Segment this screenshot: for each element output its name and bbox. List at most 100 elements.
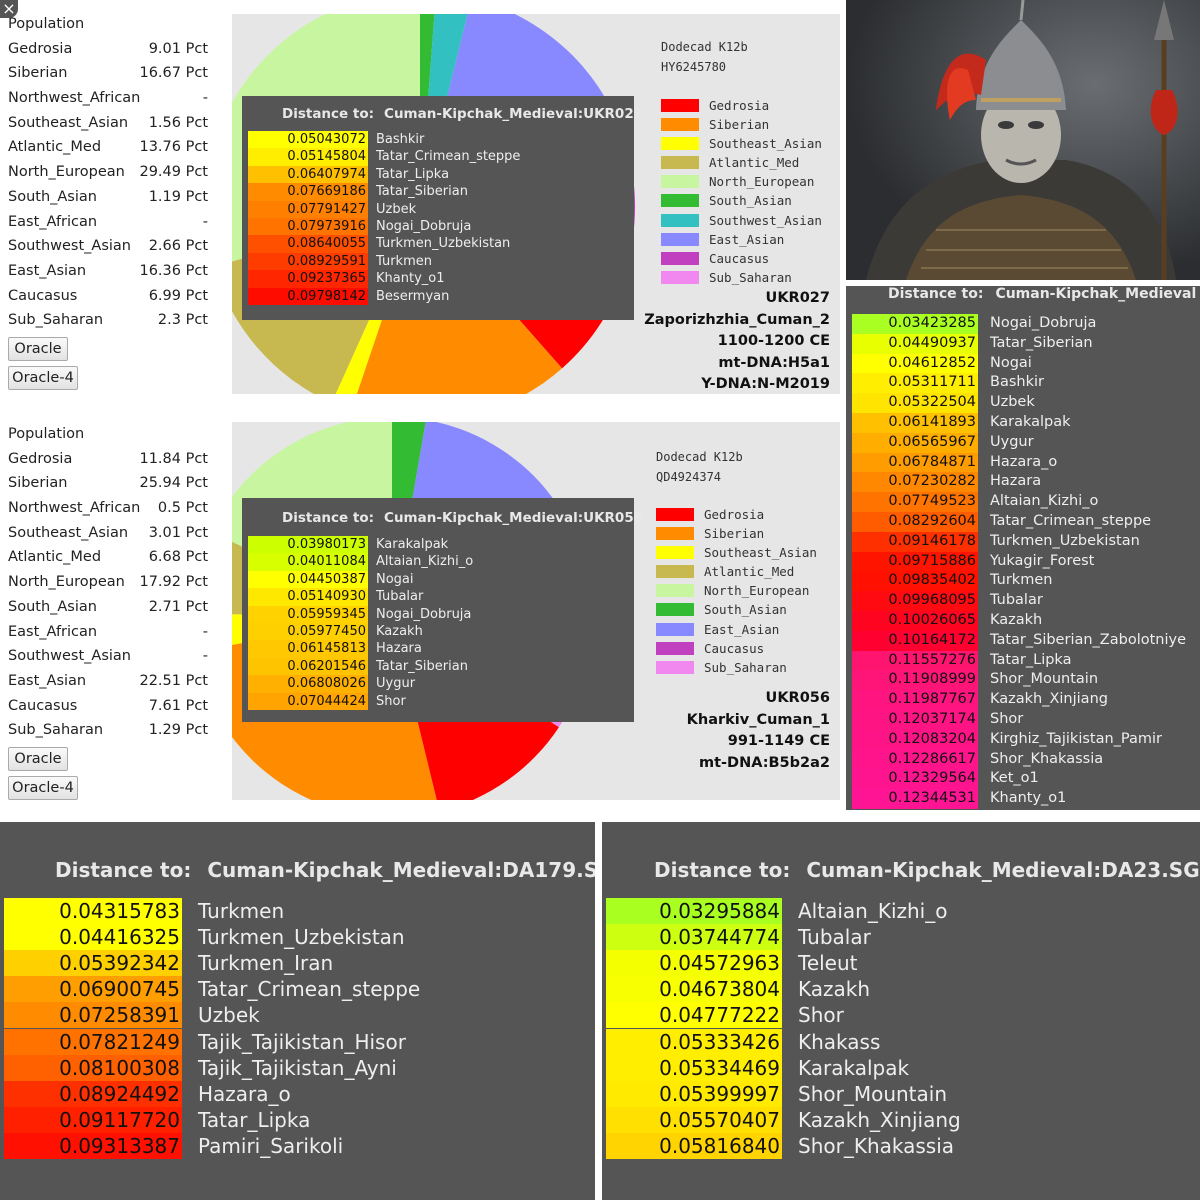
population-value: 1.19 Pct [148,188,208,205]
distance-row: 0.05392342 Turkmen_Iran [4,950,584,977]
sample-info: UKR027 Zaporizhzhia_Cuman_2 1100-1200 CE mt… [644,288,830,396]
distance-row: 0.09968095 Tubalar [852,591,1197,611]
distance-population: Nogai_Dobruja [376,606,472,622]
distance-population: Hazara [376,641,422,657]
distance-value: 0.03423285 [852,314,978,334]
distance-row: 0.07791427 Uzbek [248,200,628,218]
distance-row: 0.10026065 Kazakh [852,611,1197,631]
distance-value: 0.12083204 [852,729,978,750]
population-row: East_African - [8,620,208,645]
distance-header: Distance to: Cuman-Kipchak_Medieval:UKR05… [282,510,643,526]
population-list: Population Gedrosia 11.84 Pct Siberian 25.9… [8,422,208,805]
oracle-button[interactable]: Oracle [8,746,68,771]
sample-info-line: Zaporizhzhia_Cuman_2 [644,311,830,328]
population-row: Atlantic_Med 6.68 Pct [8,545,208,570]
distance-value: 0.05333426 [606,1028,782,1055]
distance-target: Cuman-Kipchak_Medieval [995,286,1197,302]
sample-info-line: 1100-1200 CE [717,333,830,349]
legend-item: East_Asian [656,620,817,639]
distance-row: 0.12344531 Khanty_o1 [852,789,1197,809]
warrior-illustration [846,0,1200,280]
distance-row: 0.08929591 Turkmen [248,252,628,271]
legend-swatch [656,508,694,521]
distance-row: 0.04490937 Tatar_Siberian [852,333,1197,354]
population-name: Siberian [8,65,68,82]
distance-value: 0.04572963 [606,950,782,977]
oracle-4-button[interactable]: Oracle-4 [8,775,78,800]
population-row: East_African - [8,210,208,235]
distance-value: 0.04777222 [606,1002,782,1029]
distance-population: Tatar_Siberian [990,334,1093,351]
population-name: East_African [8,213,98,230]
distance-value: 0.09313387 [4,1132,182,1159]
population-name: North_European [8,574,125,591]
close-icon[interactable]: × [0,0,18,18]
population-title: Population [8,16,85,32]
population-value: 17.92 Pct [139,574,208,591]
population-name: Northwest_African [8,90,141,107]
distance-row: 0.06201546 Tatar_Siberian [248,657,628,676]
legend-swatch [661,175,699,189]
admixture-chart: Dodecad K12b HY6245780 Gedrosia Siberian S… [232,14,840,394]
distance-label: Distance to: [282,510,375,526]
legend-item: Sub_Saharan [656,658,817,677]
distance-value: 0.08640055 [248,235,368,253]
distance-value: 0.04315783 [4,898,182,925]
distance-population: Nogai [990,354,1032,371]
legend-label: Gedrosia [704,507,765,522]
distance-population: Bashkir [376,132,425,147]
population-row: Southeast_Asian 1.56 Pct [8,111,208,136]
distance-row: 0.04315783 Turkmen [4,898,584,925]
distance-population: Tatar_Crimean_steppe [990,513,1152,529]
distance-row: 0.05140930 Tubalar [248,588,628,606]
legend-item: Atlantic_Med [656,562,817,581]
population-row: Siberian 16.67 Pct [8,61,208,86]
distance-table: Distance to: Cuman-Kipchak_Medieval:UKR05… [242,498,643,722]
oracle-4-button[interactable]: Oracle-4 [8,365,78,390]
oracle-button[interactable]: Oracle [8,336,68,361]
legend-label: South_Asian [709,193,792,209]
population-name: Southwest_Asian [8,238,131,255]
distance-row: 0.03295884 Altaian_Kizhi_o [606,898,1186,925]
population-value: 16.36 Pct [139,262,208,279]
distance-population: Altaian_Kizhi_o [798,899,948,923]
population-name: South_Asian [8,188,97,205]
distance-row: 0.12286617 Shor_Khakassia [852,749,1197,770]
legend-label: Siberian [709,117,770,133]
distance-value: 0.09117720 [4,1106,182,1133]
distance-value: 0.07791427 [248,200,368,218]
distance-population: Turkmen_Uzbekistan [376,236,511,252]
legend-swatch [656,660,694,674]
distance-value: 0.05816840 [606,1132,782,1159]
legend-item: Southeast_Asian [661,134,822,153]
distance-row: 0.04416325 Turkmen_Uzbekistan [4,924,584,951]
distance-population: Hazara_o [990,453,1058,470]
population-name: Sub_Saharan [8,312,104,329]
population-rows: Gedrosia 11.84 Pct Siberian 25.94 Pct Northw… [8,447,208,743]
distance-header: Distance to: Cuman-Kipchak_Medieval:DA179… [55,858,595,882]
legend-label: North_European [704,583,810,599]
distance-row: 0.12037174 Shor [852,710,1197,730]
population-value: 2.3 Pct [157,312,208,329]
legend-swatch [656,565,694,579]
distance-row: 0.03423285 Nogai_Dobruja [852,314,1197,334]
distance-population: Kazakh [798,977,871,1002]
distance-row: 0.05145804 Tatar_Crimean_steppe [248,148,628,166]
population-value: - [202,623,208,640]
population-row: Northwest_African 0.5 Pct [8,496,208,521]
distance-value: 0.06900745 [4,976,182,1003]
population-row: East_Asian 16.36 Pct [8,259,208,284]
legend-label: Caucasus [704,640,765,656]
distance-target: Cuman-Kipchak_Medieval:UKR056 [384,510,644,526]
legend-label: Southeast_Asian [709,136,822,152]
legend-label: Siberian [704,526,765,542]
distance-row: 0.09146178 Turkmen_Uzbekistan [852,531,1197,552]
distance-row: 0.07669186 Tatar_Siberian [248,183,628,201]
distance-population: Khakass [798,1029,881,1054]
population-row: Sub_Saharan 1.29 Pct [8,718,208,743]
distance-value: 0.04673804 [606,976,782,1003]
distance-population: Altaian_Kizhi_o [990,493,1099,510]
distance-population: Uzbek [376,201,417,217]
distance-population: Tajik_Tajikistan_Ayni [198,1055,397,1080]
population-row: Gedrosia 9.01 Pct [8,37,208,62]
